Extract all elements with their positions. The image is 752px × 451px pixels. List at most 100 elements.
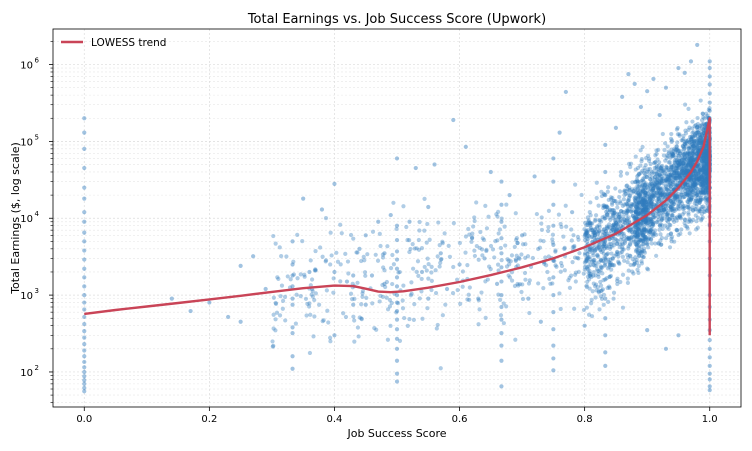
scatter-point xyxy=(641,210,646,215)
scatter-point xyxy=(331,290,336,295)
scatter-point xyxy=(691,178,696,183)
scatter-point xyxy=(648,187,653,192)
scatter-point xyxy=(650,183,655,188)
scatter-point xyxy=(639,229,645,234)
scatter-point xyxy=(699,126,704,131)
scatter-point xyxy=(638,237,643,242)
scatter-point xyxy=(636,270,641,275)
scatter-point xyxy=(634,190,639,195)
scatter-point xyxy=(694,186,699,191)
scatter-point xyxy=(599,249,604,255)
scatter-point xyxy=(681,161,686,166)
scatter-point xyxy=(702,166,708,171)
scatter-point xyxy=(576,269,581,274)
scatter-point xyxy=(679,163,684,169)
scatter-point xyxy=(695,149,700,154)
scatter-point xyxy=(678,149,684,154)
scatter-point xyxy=(589,301,594,306)
scatter-point xyxy=(704,150,709,155)
scatter-point xyxy=(382,251,387,256)
scatter-point xyxy=(675,171,680,176)
scatter-point xyxy=(598,294,604,299)
scatter-point xyxy=(704,144,709,149)
scatter-point xyxy=(328,230,333,235)
scatter-point xyxy=(642,183,647,188)
scatter-point xyxy=(702,124,707,129)
scatter-point xyxy=(419,276,424,282)
scatter-point xyxy=(527,310,532,316)
scatter-point xyxy=(702,209,707,214)
scatter-point xyxy=(584,264,590,269)
scatter-point xyxy=(647,202,652,207)
scatter-point xyxy=(387,304,393,309)
scatter-point xyxy=(664,164,669,170)
scatter-point xyxy=(587,247,592,252)
scatter-point xyxy=(678,159,683,164)
scatter-point xyxy=(644,199,650,205)
scatter-point xyxy=(640,182,645,188)
scatter-point xyxy=(611,211,616,217)
scatter-point xyxy=(551,310,556,315)
scatter-point xyxy=(683,182,688,187)
scatter-point xyxy=(691,185,696,190)
scatter-point xyxy=(704,164,709,169)
scatter-point xyxy=(687,177,693,182)
scatter-point xyxy=(169,296,174,301)
scatter-point xyxy=(627,235,632,241)
scatter-point xyxy=(674,174,680,179)
scatter-point xyxy=(696,169,701,174)
scatter-point xyxy=(675,160,680,165)
scatter-point xyxy=(646,237,651,242)
scatter-point xyxy=(598,247,603,252)
scatter-point xyxy=(636,197,641,202)
scatter-point xyxy=(635,179,640,184)
scatter-point xyxy=(694,201,699,207)
scatter-point xyxy=(498,313,504,318)
scatter-point xyxy=(606,224,611,229)
scatter-point xyxy=(643,206,648,211)
scatter-point xyxy=(707,363,712,368)
scatter-point xyxy=(275,275,280,280)
scatter-point xyxy=(704,174,709,179)
scatter-point xyxy=(82,130,87,135)
scatter-point xyxy=(685,204,690,210)
scatter-point xyxy=(685,168,691,174)
scatter-point xyxy=(632,215,637,220)
scatter-point xyxy=(643,198,648,203)
scatter-point xyxy=(647,222,653,227)
scatter-point xyxy=(704,150,710,156)
scatter-point xyxy=(647,173,652,178)
scatter-point xyxy=(394,237,400,243)
scatter-point xyxy=(690,189,696,194)
scatter-point xyxy=(692,133,698,138)
scatter-point xyxy=(707,100,712,105)
scatter-point xyxy=(82,378,87,383)
scatter-point xyxy=(656,208,661,213)
scatter-point xyxy=(694,130,699,136)
scatter-point xyxy=(616,260,621,266)
scatter-point xyxy=(606,185,611,190)
scatter-point xyxy=(698,209,703,214)
scatter-point xyxy=(659,169,665,174)
scatter-point xyxy=(598,289,603,294)
scatter-point xyxy=(682,194,687,199)
scatter-point xyxy=(694,145,699,150)
scatter-point xyxy=(663,203,668,208)
scatter-point xyxy=(352,296,357,301)
scatter-point xyxy=(647,230,653,235)
scatter-point xyxy=(643,186,648,191)
scatter-point xyxy=(642,207,647,213)
scatter-point xyxy=(656,191,661,196)
scatter-point xyxy=(690,142,695,147)
scatter-point xyxy=(602,214,607,219)
scatter-point xyxy=(687,156,692,161)
scatter-point xyxy=(417,296,422,301)
scatter-point xyxy=(666,226,671,232)
scatter-point xyxy=(701,130,706,136)
scatter-point xyxy=(687,218,692,223)
scatter-point xyxy=(605,212,610,218)
scatter-point xyxy=(640,144,645,150)
scatter-point xyxy=(636,227,641,232)
scatter-point xyxy=(587,286,592,291)
scatter-point xyxy=(377,299,382,304)
